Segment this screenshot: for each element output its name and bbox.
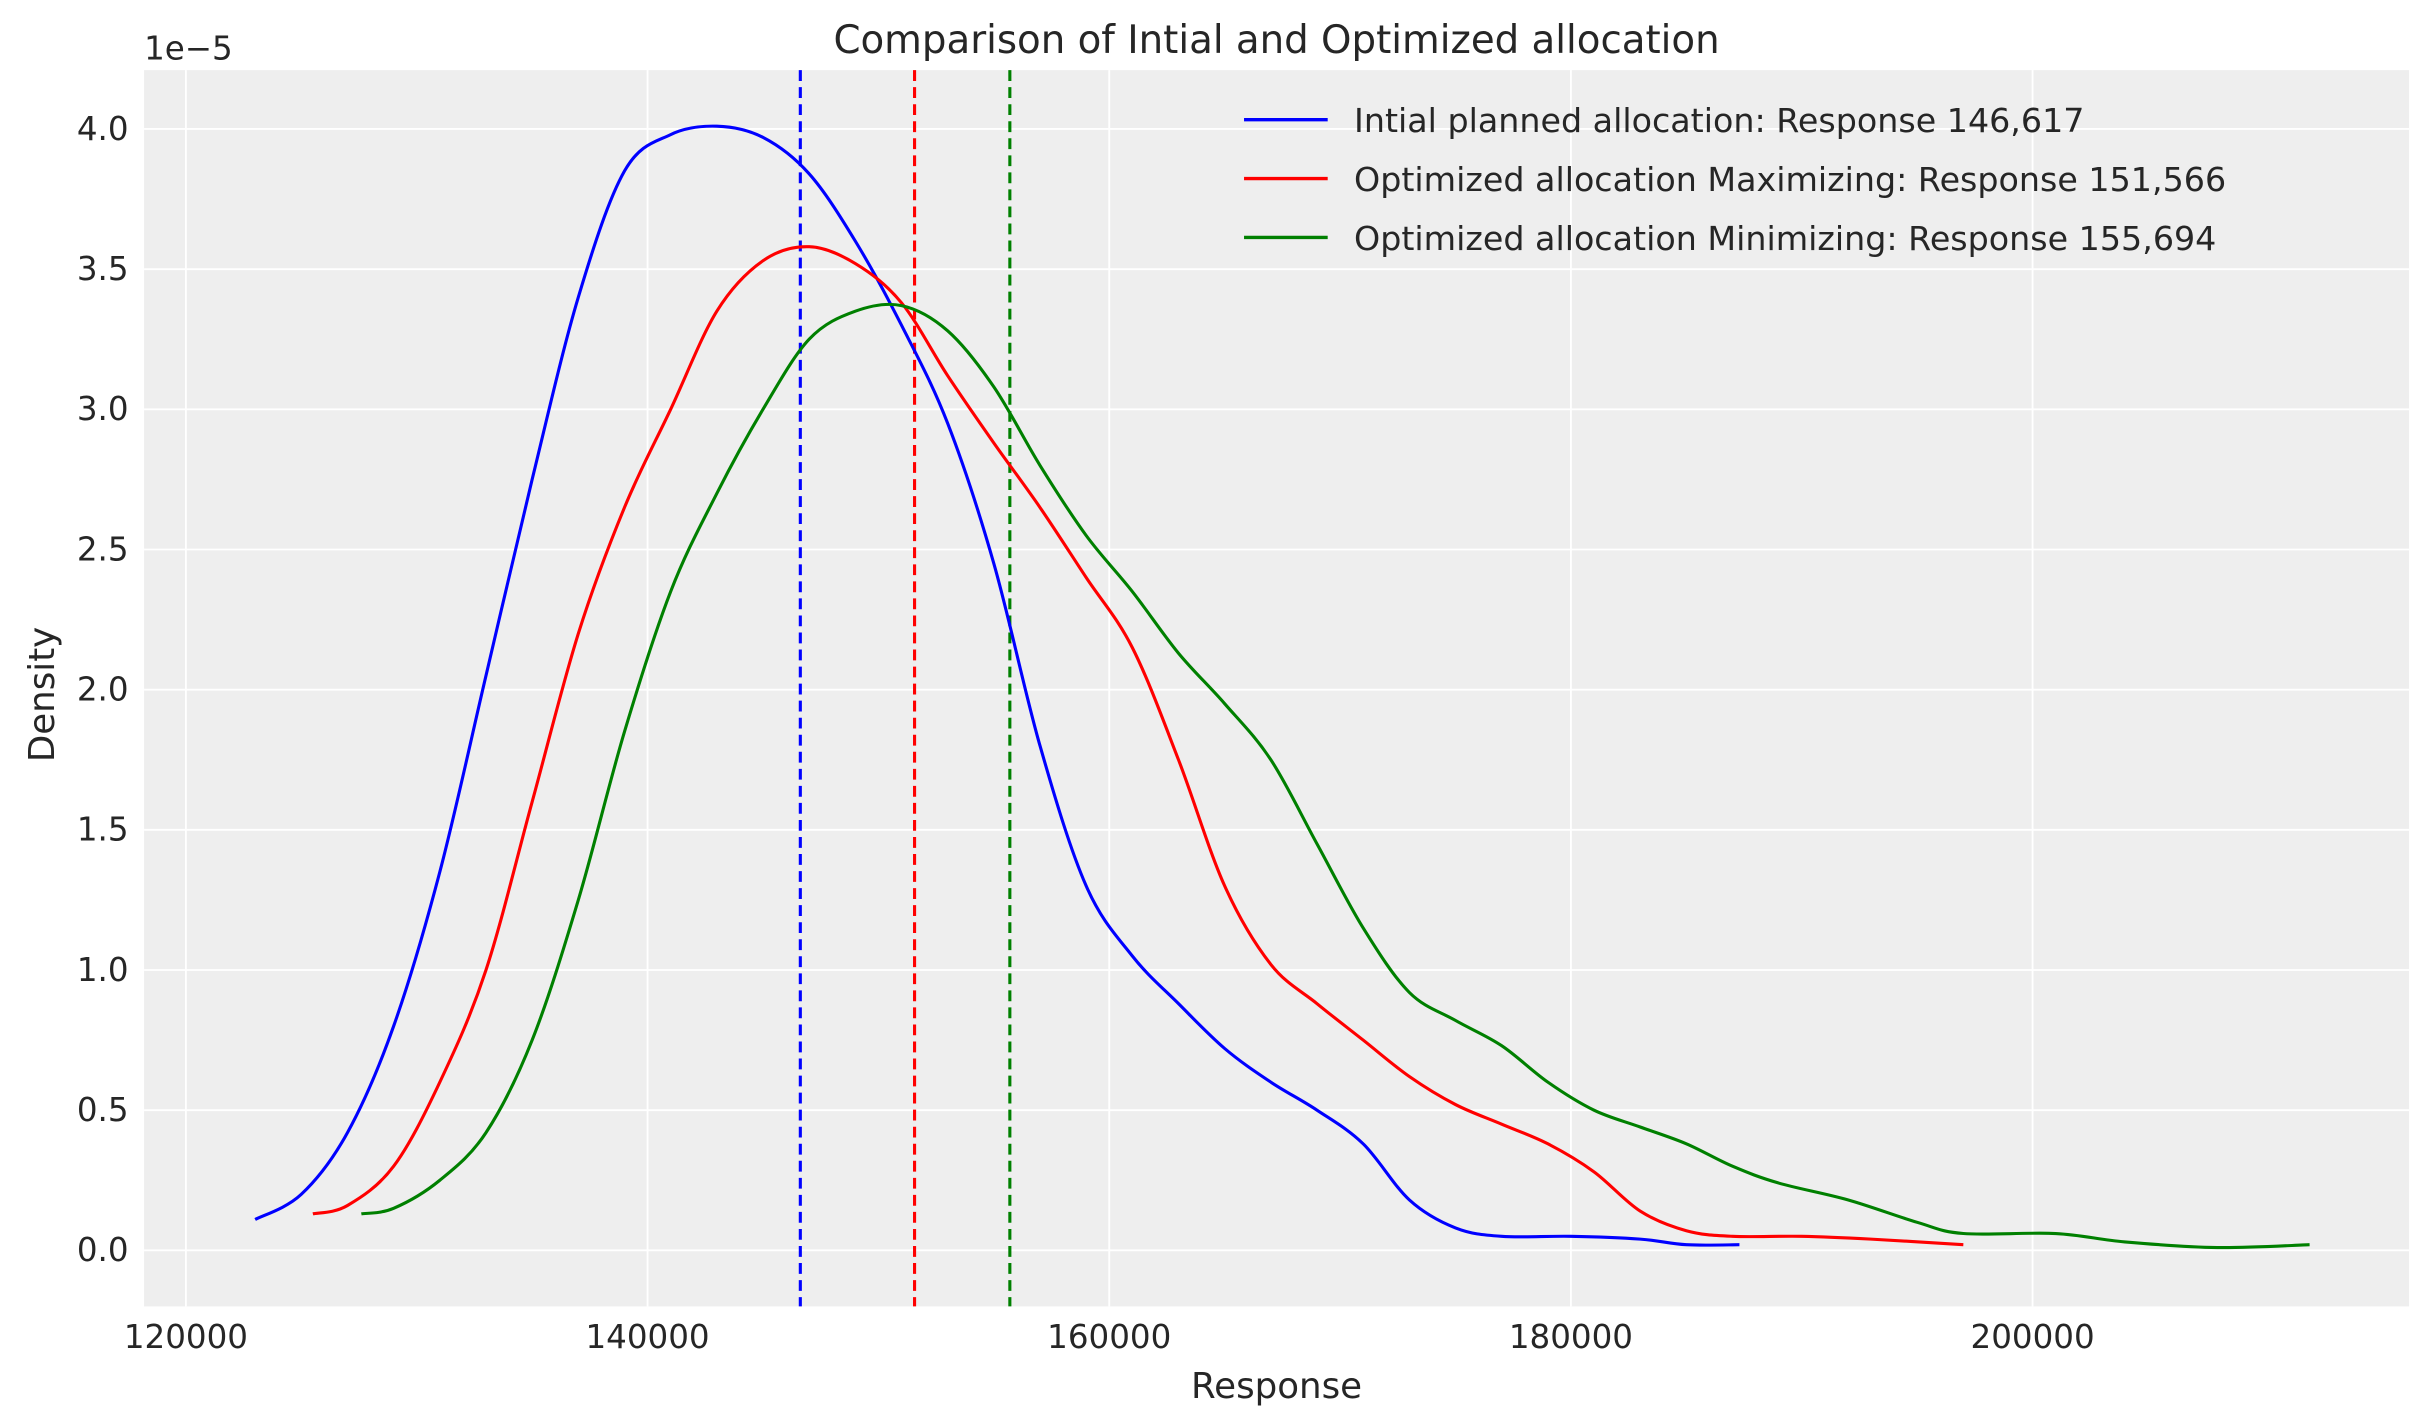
y-tick-label: 3.0 bbox=[77, 390, 129, 428]
x-tick-label: 200000 bbox=[1971, 1318, 2095, 1356]
y-tick-label: 1.5 bbox=[77, 811, 129, 849]
density-line-1 bbox=[254, 124, 1740, 1247]
grid bbox=[144, 70, 2410, 1307]
y-axis-label: Density bbox=[22, 627, 63, 762]
y-tick-label: 4.0 bbox=[77, 110, 129, 148]
series-lines bbox=[254, 124, 2310, 1250]
x-tick-label: 180000 bbox=[1509, 1318, 1633, 1356]
x-axis-label: Response bbox=[1191, 1366, 1362, 1407]
legend: Intial planned allocation: Response 146,… bbox=[1244, 101, 2226, 258]
y-tick-label: 1.0 bbox=[77, 951, 129, 989]
x-tick-label: 140000 bbox=[586, 1318, 710, 1356]
y-tick-label: 3.5 bbox=[77, 250, 129, 288]
legend-entry: Intial planned allocation: Response 146,… bbox=[1354, 101, 2084, 140]
y-ticks: 0.0 0.5 1.0 1.5 2.0 2.5 3.0 3.5 4.0 bbox=[77, 110, 129, 1269]
y-tick-label: 0.0 bbox=[77, 1231, 129, 1269]
legend-entry: Optimized allocation Maximizing: Respons… bbox=[1354, 160, 2226, 199]
x-tick-label: 120000 bbox=[124, 1318, 248, 1356]
legend-entry: Optimized allocation Minimizing: Respons… bbox=[1354, 219, 2216, 258]
y-tick-label: 0.5 bbox=[77, 1091, 129, 1129]
x-ticks: 120000 140000 160000 180000 200000 bbox=[124, 1318, 2095, 1356]
density-line-2 bbox=[312, 245, 1964, 1247]
y-tick-label: 2.0 bbox=[77, 671, 129, 709]
chart-title: Comparison of Intial and Optimized alloc… bbox=[833, 18, 1719, 63]
density-line-3 bbox=[361, 302, 2310, 1250]
y-offset-label: 1e−5 bbox=[144, 29, 233, 67]
y-tick-label: 2.5 bbox=[77, 530, 129, 568]
plot-background bbox=[144, 70, 2410, 1307]
x-tick-label: 160000 bbox=[1047, 1318, 1171, 1356]
mean-lines bbox=[798, 70, 1012, 1307]
